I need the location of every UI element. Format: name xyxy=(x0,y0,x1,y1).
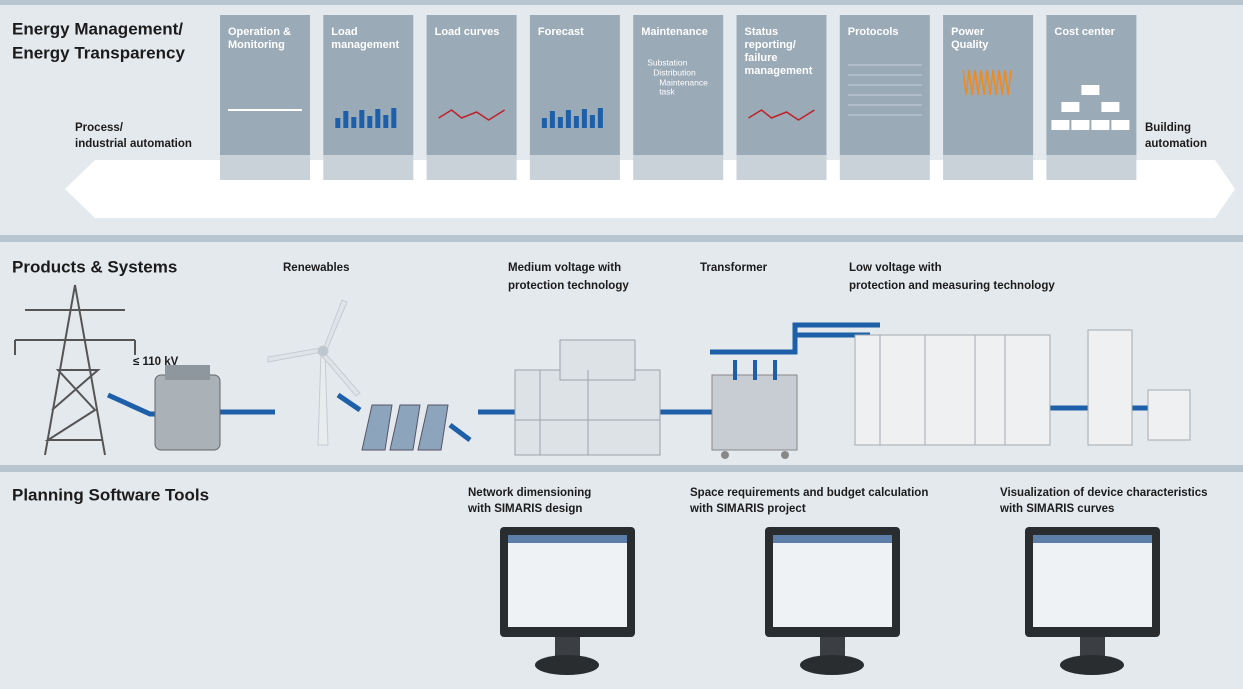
card-foot xyxy=(737,155,827,180)
card-foot xyxy=(530,155,620,180)
section-title: Products & Systems xyxy=(12,257,177,276)
section-title: Planning Software Tools xyxy=(12,485,209,504)
screen xyxy=(1033,535,1152,627)
tool-label: Space requirements and budget calculatio… xyxy=(690,487,928,499)
side-label: Building xyxy=(1145,122,1191,134)
page: Energy Management/Energy Transparency Pro… xyxy=(0,0,1243,689)
maintenance-item: Distribution xyxy=(653,67,696,77)
tool-label: Visualization of device characteristics xyxy=(1000,487,1208,499)
base xyxy=(800,655,864,675)
icon-bar xyxy=(375,109,380,128)
screen-bar xyxy=(1033,535,1152,543)
icon-box xyxy=(1061,102,1079,112)
icon-bar xyxy=(598,108,603,128)
transformer xyxy=(712,360,797,459)
tool-label: with SIMARIS project xyxy=(689,503,806,515)
side-label: industrial automation xyxy=(75,138,192,150)
section-title: Energy Management/ xyxy=(12,19,183,38)
product-label: Transformer xyxy=(700,262,768,274)
card-label: Cost center xyxy=(1054,26,1115,38)
card-foot xyxy=(633,155,723,180)
card-label: reporting/ xyxy=(745,39,796,51)
product-label: Low voltage with xyxy=(849,262,942,274)
card-label: Operation & xyxy=(228,26,291,38)
icon-box xyxy=(1071,120,1089,130)
base xyxy=(1060,655,1124,675)
icon-bar xyxy=(582,109,587,128)
card-foot xyxy=(427,155,517,180)
icon-box xyxy=(1081,85,1099,95)
hv-transformer xyxy=(155,365,220,450)
card-label: failure xyxy=(745,52,778,64)
card-foot xyxy=(323,155,413,180)
icon-bar xyxy=(590,115,595,128)
maintenance-item: task xyxy=(659,86,675,96)
card-label: management xyxy=(745,65,813,77)
side-label: automation xyxy=(1145,138,1207,150)
icon-bar xyxy=(383,115,388,128)
icon-box xyxy=(1101,102,1119,112)
screen xyxy=(508,535,627,627)
card-label: Maintenance xyxy=(641,26,708,38)
icon-bar xyxy=(351,117,356,128)
section-title: Energy Transparency xyxy=(12,43,185,62)
icon-bar xyxy=(359,110,364,128)
card-foot xyxy=(220,155,310,180)
screen xyxy=(773,535,892,627)
card-label: Load xyxy=(331,26,357,38)
card-label: Quality xyxy=(951,39,989,51)
maintenance-item: Substation xyxy=(647,57,687,67)
icon-bar xyxy=(550,111,555,128)
card-foot xyxy=(1046,155,1136,180)
card-label: Protocols xyxy=(848,26,899,38)
side-label: Process/ xyxy=(75,122,124,134)
icon-bar xyxy=(343,111,348,128)
product-label: Renewables xyxy=(283,262,349,274)
product-label: Medium voltage with xyxy=(508,262,621,274)
tool-label: with SIMARIS design xyxy=(467,503,582,515)
icon-bar xyxy=(542,118,547,128)
icon-bar xyxy=(367,116,372,128)
card-label: Monitoring xyxy=(228,39,285,51)
product-label: protection technology xyxy=(508,280,629,292)
icon-box xyxy=(1051,120,1069,130)
card-label: Status xyxy=(745,26,779,38)
icon-bar xyxy=(574,116,579,128)
card-label: Forecast xyxy=(538,26,584,38)
icon-bar xyxy=(335,118,340,128)
icon-box xyxy=(1091,120,1109,130)
tool-label: with SIMARIS curves xyxy=(999,503,1114,515)
card-foot xyxy=(840,155,930,180)
icon-bar xyxy=(566,110,571,128)
card-label: Load curves xyxy=(435,26,500,38)
product-label: protection and measuring technology xyxy=(849,280,1055,292)
screen-bar xyxy=(773,535,892,543)
tool-label: Network dimensioning xyxy=(468,487,591,499)
screen-bar xyxy=(508,535,627,543)
icon-bar xyxy=(391,108,396,128)
base xyxy=(535,655,599,675)
voltage-label: ≤ 110 kV xyxy=(133,356,179,368)
card-foot xyxy=(943,155,1033,180)
icon-box xyxy=(1111,120,1129,130)
card-label: Power xyxy=(951,26,985,38)
icon-bar xyxy=(558,117,563,128)
solar-panels xyxy=(362,405,448,450)
card-label: management xyxy=(331,39,399,51)
